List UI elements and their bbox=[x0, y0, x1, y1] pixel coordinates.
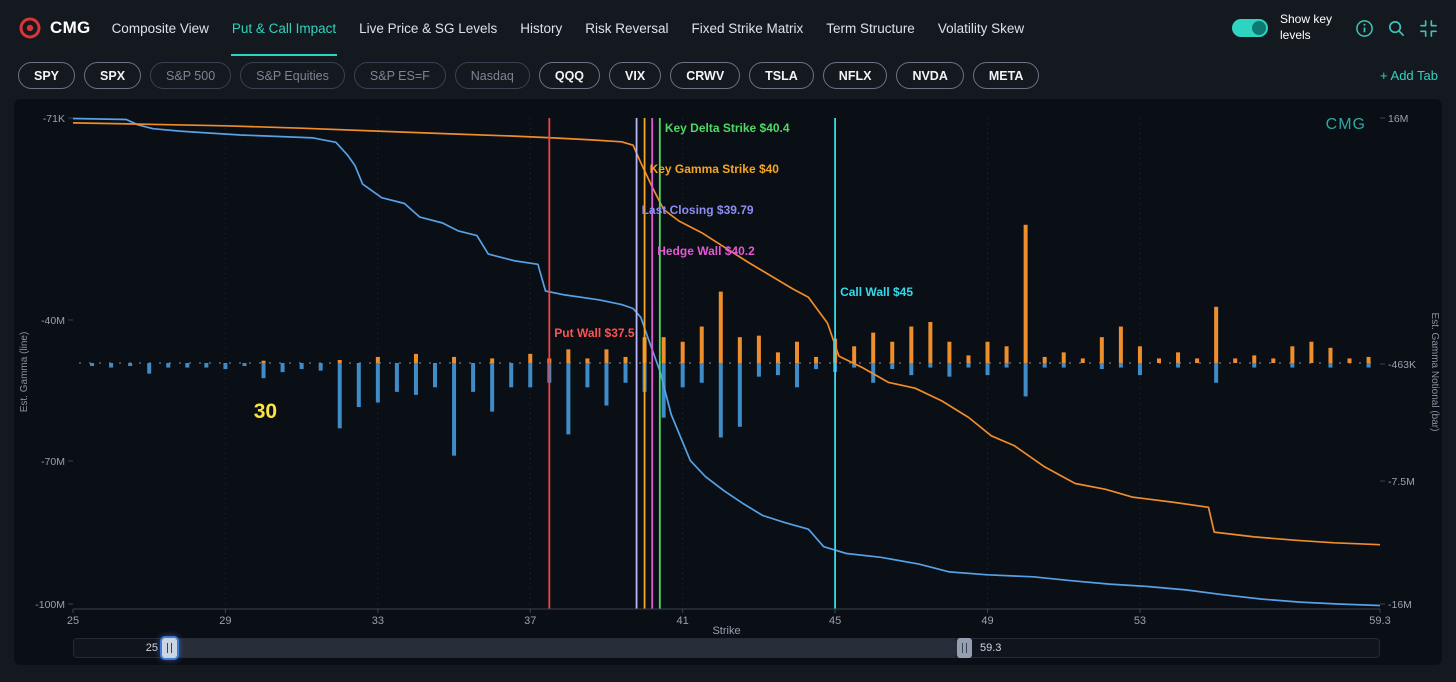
ticker-pill-nvda[interactable]: NVDA bbox=[896, 62, 964, 89]
ticker-pill-nflx[interactable]: NFLX bbox=[822, 62, 888, 89]
bars-layer bbox=[90, 224, 1371, 456]
app-logo-icon[interactable] bbox=[18, 16, 42, 40]
app-root: CMG Composite View Put & Call Impact Live … bbox=[0, 0, 1456, 665]
svg-text:37: 37 bbox=[524, 615, 536, 627]
svg-text:CMG: CMG bbox=[1326, 116, 1366, 133]
nav-item-term-structure[interactable]: Term Structure bbox=[826, 20, 915, 36]
app-title: CMG bbox=[50, 18, 91, 37]
svg-text:Last Closing $39.79: Last Closing $39.79 bbox=[642, 203, 754, 217]
svg-text:16M: 16M bbox=[1388, 113, 1408, 125]
ticker-pill-qqq[interactable]: QQQ bbox=[538, 62, 601, 89]
svg-text:Key Gamma Strike $40: Key Gamma Strike $40 bbox=[650, 162, 780, 176]
ticker-pill-crwv[interactable]: CRWV bbox=[670, 62, 741, 89]
svg-text:-463K: -463K bbox=[1388, 359, 1416, 371]
ticker-pill-list: SPY SPX S&P 500 S&P Equities S&P ES=F Nasdaq Q… bbox=[18, 62, 1040, 89]
nav-item-risk-reversal[interactable]: Risk Reversal bbox=[585, 20, 669, 36]
slider-max-value: 59.3 bbox=[980, 642, 1002, 654]
svg-text:59.3: 59.3 bbox=[1369, 615, 1390, 627]
add-tab-button[interactable]: + Add Tab bbox=[1380, 68, 1438, 83]
svg-text:Call Wall $45: Call Wall $45 bbox=[840, 285, 913, 299]
ticker-pill-spx[interactable]: SPX bbox=[84, 62, 142, 89]
svg-text:Est. Gamma Notional (bar): Est. Gamma Notional (bar) bbox=[1429, 313, 1440, 432]
gamma-chart: Key Delta Strike $40.4 Key Gamma Strike $… bbox=[19, 113, 1440, 637]
svg-text:53: 53 bbox=[1134, 615, 1146, 627]
svg-text:-40M: -40M bbox=[41, 315, 65, 327]
axes-layer: CMG 25 29 33 37 41 45 49 53 59.3 Strike -71K -40M -70… bbox=[19, 113, 1440, 637]
grid-layer bbox=[79, 118, 1376, 609]
ticker-pill-meta[interactable]: META bbox=[972, 62, 1040, 89]
slider-left-handle[interactable] bbox=[162, 638, 177, 658]
nav-item-live-price-sg-levels[interactable]: Live Price & SG Levels bbox=[359, 20, 498, 36]
ticker-pill-s-p-es-f[interactable]: S&P ES=F bbox=[353, 62, 446, 89]
collapse-icon[interactable] bbox=[1418, 18, 1438, 38]
ticker-pill-s-p-equities[interactable]: S&P Equities bbox=[240, 62, 345, 89]
svg-text:49: 49 bbox=[981, 615, 993, 627]
slider-right-handle[interactable] bbox=[957, 638, 972, 658]
svg-text:45: 45 bbox=[829, 615, 841, 627]
ticker-pill-spy[interactable]: SPY bbox=[18, 62, 76, 89]
ticker-pill-vix[interactable]: VIX bbox=[609, 62, 662, 89]
slider-selected-range[interactable] bbox=[166, 639, 957, 657]
svg-text:29: 29 bbox=[219, 615, 231, 627]
svg-text:Put Wall $37.5: Put Wall $37.5 bbox=[554, 326, 635, 340]
info-icon[interactable] bbox=[1354, 18, 1374, 38]
svg-text:Hedge Wall $40.2: Hedge Wall $40.2 bbox=[657, 244, 755, 258]
svg-text:Est. Gamma (line): Est. Gamma (line) bbox=[19, 332, 30, 413]
svg-text:30: 30 bbox=[254, 400, 277, 423]
svg-text:Key Delta Strike $40.4: Key Delta Strike $40.4 bbox=[665, 121, 790, 135]
strike-range-slider[interactable]: 25 59.3 bbox=[73, 638, 1380, 658]
chart-panel: Key Delta Strike $40.4 Key Gamma Strike $… bbox=[14, 99, 1442, 665]
svg-text:Strike: Strike bbox=[712, 625, 740, 637]
svg-text:-70M: -70M bbox=[41, 456, 65, 468]
svg-text:33: 33 bbox=[372, 615, 384, 627]
search-icon[interactable] bbox=[1386, 18, 1406, 38]
svg-text:41: 41 bbox=[677, 615, 689, 627]
toggle-label: Show key levels bbox=[1280, 12, 1333, 42]
header-controls: Show key levels bbox=[1232, 12, 1438, 43]
ticker-pill-nasdaq[interactable]: Nasdaq bbox=[454, 62, 530, 89]
nav-item-fixed-strike-matrix[interactable]: Fixed Strike Matrix bbox=[691, 20, 804, 36]
toggle-knob bbox=[1252, 21, 1266, 35]
svg-text:25: 25 bbox=[67, 615, 79, 627]
nav-item-history[interactable]: History bbox=[520, 20, 563, 36]
svg-text:-71K: -71K bbox=[43, 113, 65, 125]
svg-text:-7.5M: -7.5M bbox=[1388, 476, 1415, 488]
ticker-tabs: SPY SPX S&P 500 S&P Equities S&P ES=F Nasdaq Q… bbox=[0, 56, 1456, 99]
header: CMG Composite View Put & Call Impact Live … bbox=[0, 0, 1456, 56]
main-nav: Composite View Put & Call Impact Live Pric… bbox=[111, 0, 1047, 56]
key-levels-layer: Key Delta Strike $40.4 Key Gamma Strike $… bbox=[254, 118, 913, 609]
nav-item-composite-view[interactable]: Composite View bbox=[111, 20, 209, 36]
ticker-pill-tsla[interactable]: TSLA bbox=[749, 62, 814, 89]
slider-min-value: 25 bbox=[145, 642, 158, 654]
nav-item-volatility-skew[interactable]: Volatility Skew bbox=[937, 20, 1025, 36]
svg-text:-16M: -16M bbox=[1388, 599, 1412, 611]
ticker-pill-s-p-500[interactable]: S&P 500 bbox=[150, 62, 232, 89]
nav-item-put-call-impact[interactable]: Put & Call Impact bbox=[230, 0, 338, 56]
show-key-levels-toggle[interactable] bbox=[1232, 19, 1268, 37]
svg-text:-100M: -100M bbox=[35, 599, 65, 611]
